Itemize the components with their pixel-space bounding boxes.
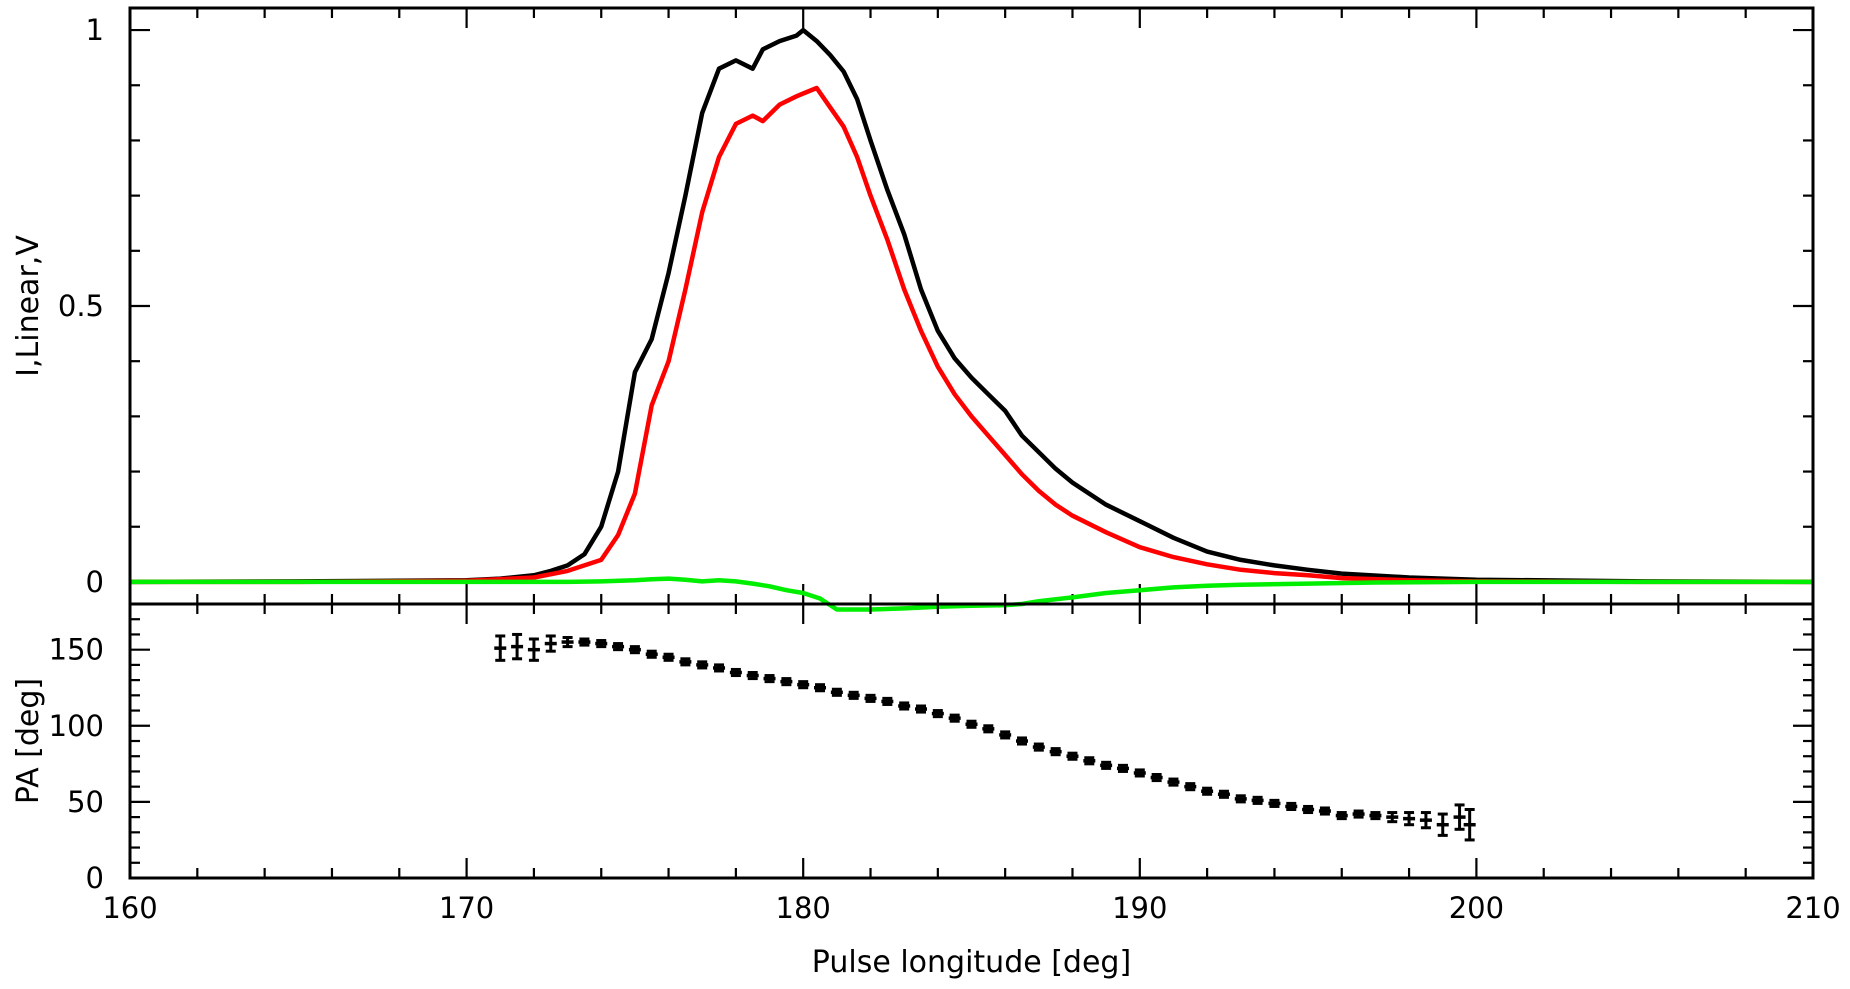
pa-point — [1133, 768, 1146, 778]
pa-point — [1049, 747, 1062, 757]
pa-point — [797, 680, 810, 690]
pa-point — [544, 634, 557, 653]
pa-point — [915, 704, 928, 714]
pa-point — [814, 683, 827, 693]
intensity-panel: 00.51 I,Linear,V — [11, 6, 1815, 612]
x-tick-label: 180 — [776, 891, 831, 925]
pa-point — [965, 719, 978, 729]
position-angle-panel-ticks — [128, 604, 1815, 880]
pa-point — [1386, 811, 1399, 824]
pa-point — [1268, 798, 1281, 808]
intensity-panel-series — [129, 27, 1814, 612]
pa-point — [696, 660, 709, 670]
pa-point — [1352, 809, 1365, 819]
pa-point — [1463, 808, 1476, 842]
pa-point — [578, 637, 591, 647]
pa-point — [763, 674, 776, 684]
position-angle-panel-frame — [128, 602, 1815, 880]
pa-point — [1201, 786, 1214, 796]
pa-point — [1453, 803, 1466, 831]
pa-point — [595, 639, 608, 649]
pa-point — [1436, 812, 1449, 837]
x-tick-label: 190 — [1112, 891, 1167, 925]
pa-point — [1217, 789, 1230, 799]
intensity-panel-tick-labels: 00.51 — [58, 13, 104, 599]
pa-point — [746, 671, 759, 681]
pa-point — [1419, 811, 1432, 830]
pa-point — [982, 724, 995, 734]
pa-point — [645, 649, 658, 659]
pa-point — [1302, 804, 1315, 815]
pa-point — [830, 687, 843, 697]
profile-series-line-2 — [130, 576, 1813, 612]
pa-point — [898, 701, 911, 711]
pa-point — [1116, 763, 1129, 773]
pa-point — [1251, 795, 1264, 805]
pa-point — [1403, 811, 1416, 827]
pa-y-axis-title: PA [deg] — [11, 678, 46, 804]
pa-point — [1285, 801, 1298, 811]
x-tick-label: 160 — [102, 891, 157, 925]
pa-point — [1184, 782, 1197, 792]
pa-point — [679, 657, 692, 667]
pa-point — [1318, 806, 1331, 816]
pa-point — [1150, 772, 1163, 783]
position-angle-panel-series — [494, 632, 1476, 842]
x-tick-label: 170 — [439, 891, 494, 925]
y-tick-label: 150 — [49, 633, 104, 667]
pa-point — [494, 634, 507, 662]
x-tick-label: 200 — [1449, 891, 1504, 925]
pa-point — [1335, 811, 1348, 821]
pa-point — [948, 713, 961, 723]
intensity-y-axis-title: I,Linear,V — [11, 235, 46, 377]
profile-series-line-0 — [129, 27, 1814, 585]
pa-point — [864, 693, 877, 703]
pa-point — [1032, 742, 1045, 752]
pa-point — [999, 730, 1012, 740]
intensity-panel-frame — [128, 6, 1815, 606]
y-tick-label: 100 — [49, 709, 104, 743]
y-tick-label: 50 — [67, 785, 104, 819]
y-tick-label: 0 — [86, 565, 104, 599]
y-tick-label: 1 — [86, 13, 104, 47]
pa-point — [1015, 736, 1028, 746]
position-angle-panel: 0 50 100 150 160 170 180 190 200 210 PA [deg] Pul… — [11, 602, 1841, 980]
intensity-panel-ticks — [128, 8, 1815, 604]
profile-series-line-1 — [130, 85, 1813, 585]
pa-point — [780, 677, 793, 687]
pa-point — [1369, 811, 1382, 821]
pa-point — [662, 652, 675, 662]
pa-point — [612, 642, 625, 652]
pa-point — [713, 663, 726, 673]
position-angle-panel-tick-labels: 0 50 100 150 160 170 180 190 200 210 — [49, 633, 1841, 925]
y-tick-label: 0.5 — [58, 289, 104, 323]
pa-point — [1167, 777, 1180, 787]
pa-point — [561, 635, 574, 649]
pa-point — [729, 667, 742, 678]
pa-point — [847, 690, 860, 700]
pa-point — [1066, 751, 1079, 761]
pa-point — [628, 645, 641, 655]
pa-point — [1234, 794, 1247, 804]
pa-point — [527, 637, 540, 662]
pa-point — [1083, 756, 1096, 766]
y-tick-label: 0 — [86, 861, 104, 895]
x-axis-title: Pulse longitude [deg] — [812, 945, 1131, 980]
pa-point — [881, 696, 894, 706]
pa-point — [511, 632, 524, 661]
x-tick-label: 210 — [1785, 891, 1840, 925]
pa-point — [1100, 760, 1113, 770]
pa-point — [931, 709, 944, 719]
